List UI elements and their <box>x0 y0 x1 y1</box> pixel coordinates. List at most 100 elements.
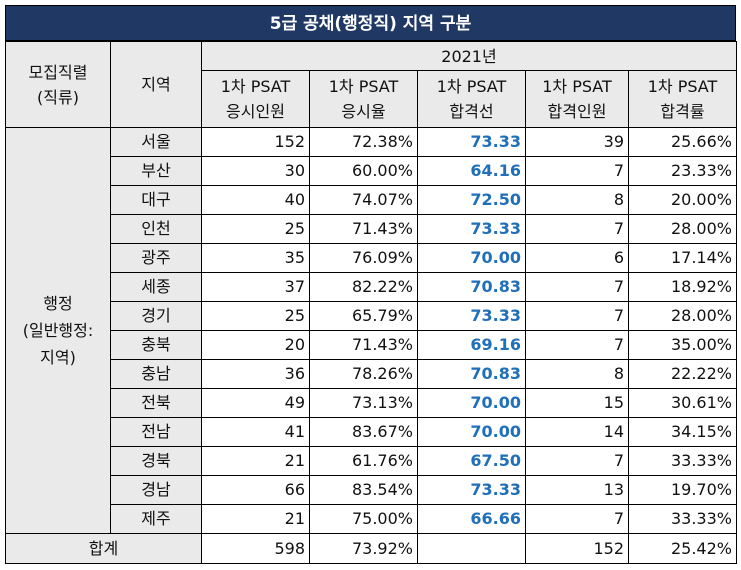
header-cutoff-line1: 1차 PSAT <box>436 77 507 96</box>
cell-rate: 72.38% <box>309 127 418 157</box>
table-row: 충남 36 78.26% 70.83 8 22.22% <box>6 359 737 389</box>
group-label: 행정 (일반행정: 지역) <box>5 127 111 534</box>
cell-cutoff: 70.00 <box>417 388 526 418</box>
total-row: 합계 598 73.92% 152 25.42% <box>5 533 737 564</box>
cell-cutoff: 70.83 <box>417 359 526 389</box>
cell-rate: 71.43% <box>309 330 418 360</box>
table-row: 경남 66 83.54% 73.33 13 19.70% <box>6 475 737 505</box>
cell-pass-rate: 28.00% <box>628 214 737 244</box>
header-passed: 1차 PSAT 합격인원 <box>525 70 629 128</box>
cell-pass-rate: 17.14% <box>628 243 737 273</box>
cell-region: 인천 <box>110 214 202 244</box>
table-title: 5급 공채(행정직) 지역 구분 <box>5 5 736 41</box>
group-label-line: 행정 <box>43 294 73 313</box>
cell-cutoff: 73.33 <box>417 214 526 244</box>
group-label-line: 지역) <box>40 348 76 367</box>
cell-pass-rate: 23.33% <box>628 156 737 186</box>
cell-passed: 7 <box>525 214 629 244</box>
table-row: 세종 37 82.22% 70.83 7 18.92% <box>6 272 737 302</box>
total-passed: 152 <box>525 533 629 564</box>
cell-pass-rate: 20.00% <box>628 185 737 215</box>
cell-pass-rate: 33.33% <box>628 504 737 534</box>
cell-rate: 61.76% <box>309 446 418 476</box>
header-applicants-line1: 1차 PSAT <box>220 77 291 96</box>
header-passed-line1: 1차 PSAT <box>542 77 612 96</box>
cell-rate: 75.00% <box>309 504 418 534</box>
cell-applicants: 49 <box>201 388 310 418</box>
header-pass-rate-line2: 합격률 <box>660 102 705 121</box>
header-region: 지역 <box>110 41 202 128</box>
header-pass-rate: 1차 PSAT 합격률 <box>628 70 737 128</box>
cell-region: 전북 <box>110 388 202 418</box>
cell-pass-rate: 19.70% <box>628 475 737 505</box>
cell-applicants: 40 <box>201 185 310 215</box>
cell-cutoff: 66.66 <box>417 504 526 534</box>
results-table: 모집직렬 (직류) 지역 2021년 1차 PSAT 응시인원 1차 PSAT … <box>5 41 737 564</box>
cell-applicants: 25 <box>201 214 310 244</box>
cell-rate: 74.07% <box>309 185 418 215</box>
cell-region: 충북 <box>110 330 202 360</box>
header-cutoff-line2: 합격선 <box>449 102 494 121</box>
cell-region: 제주 <box>110 504 202 534</box>
cell-pass-rate: 25.66% <box>628 127 737 157</box>
table-body: 행정 (일반행정: 지역) 서울 152 72.38% 73.33 39 25.66% 부산 30 6… <box>5 127 737 564</box>
cell-applicants: 66 <box>201 475 310 505</box>
cell-rate: 73.13% <box>309 388 418 418</box>
header-cutoff: 1차 PSAT 합격선 <box>417 70 526 128</box>
cell-applicants: 30 <box>201 156 310 186</box>
cell-region: 경기 <box>110 301 202 331</box>
cell-pass-rate: 30.61% <box>628 388 737 418</box>
cell-applicants: 21 <box>201 446 310 476</box>
cell-passed: 39 <box>525 127 629 157</box>
header-year: 2021년 <box>201 41 737 71</box>
cell-passed: 8 <box>525 359 629 389</box>
header-rate-line2: 응시율 <box>341 102 386 121</box>
cell-region: 경남 <box>110 475 202 505</box>
cell-cutoff: 67.50 <box>417 446 526 476</box>
cell-region: 전남 <box>110 417 202 447</box>
cell-passed: 7 <box>525 446 629 476</box>
cell-pass-rate: 34.15% <box>628 417 737 447</box>
cell-applicants: 35 <box>201 243 310 273</box>
cell-rate: 71.43% <box>309 214 418 244</box>
cell-rate: 83.67% <box>309 417 418 447</box>
cell-cutoff: 64.16 <box>417 156 526 186</box>
cell-rate: 60.00% <box>309 156 418 186</box>
cell-region: 경북 <box>110 446 202 476</box>
header-rate: 1차 PSAT 응시율 <box>309 70 418 128</box>
cell-pass-rate: 22.22% <box>628 359 737 389</box>
cell-passed: 7 <box>525 156 629 186</box>
cell-applicants: 36 <box>201 359 310 389</box>
header-category-line1: 모집직렬 <box>28 62 88 82</box>
header-passed-line2: 합격인원 <box>547 102 607 121</box>
total-pass-rate: 25.42% <box>628 533 737 564</box>
table-container: 5급 공채(행정직) 지역 구분 모집직렬 (직류) 지역 2021년 1차 <box>5 5 737 564</box>
cell-cutoff: 72.50 <box>417 185 526 215</box>
cell-applicants: 41 <box>201 417 310 447</box>
cell-region: 부산 <box>110 156 202 186</box>
total-applicants: 598 <box>201 533 310 564</box>
cell-applicants: 152 <box>201 127 310 157</box>
cell-cutoff: 69.16 <box>417 330 526 360</box>
table-row: 충북 20 71.43% 69.16 7 35.00% <box>6 330 737 360</box>
cell-pass-rate: 28.00% <box>628 301 737 331</box>
cell-applicants: 20 <box>201 330 310 360</box>
cell-rate: 82.22% <box>309 272 418 302</box>
cell-passed: 6 <box>525 243 629 273</box>
header-rate-line1: 1차 PSAT <box>328 77 399 96</box>
cell-rate: 83.54% <box>309 475 418 505</box>
table-row: 경북 21 61.76% 67.50 7 33.33% <box>6 446 737 476</box>
group-label-line: (일반행정: <box>22 321 94 340</box>
cell-passed: 13 <box>525 475 629 505</box>
table-row: 인천 25 71.43% 73.33 7 28.00% <box>6 214 737 244</box>
header-category: 모집직렬 (직류) <box>5 41 111 128</box>
cell-passed: 7 <box>525 301 629 331</box>
table-row: 경기 25 65.79% 73.33 7 28.00% <box>6 301 737 331</box>
cell-applicants: 25 <box>201 301 310 331</box>
header-category-line2: (직류) <box>37 87 79 107</box>
cell-rate: 78.26% <box>309 359 418 389</box>
cell-cutoff: 73.33 <box>417 475 526 505</box>
cell-pass-rate: 18.92% <box>628 272 737 302</box>
cell-passed: 7 <box>525 504 629 534</box>
total-label: 합계 <box>5 533 202 564</box>
